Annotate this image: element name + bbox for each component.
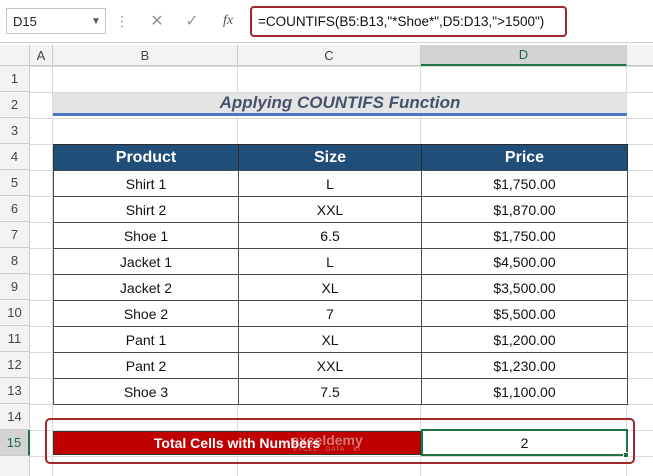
- column-header: [627, 45, 653, 66]
- table-header: Product: [53, 144, 239, 171]
- corner: [0, 45, 30, 66]
- column-header[interactable]: A: [30, 45, 53, 66]
- table-cell[interactable]: Jacket 2: [53, 274, 239, 301]
- column-header[interactable]: D: [421, 45, 627, 66]
- table-cell[interactable]: $5,500.00: [421, 300, 628, 327]
- table-cell[interactable]: $3,500.00: [421, 274, 628, 301]
- column-header[interactable]: B: [53, 45, 238, 66]
- row-header[interactable]: 9: [0, 274, 30, 300]
- name-box-text: D15: [13, 13, 37, 29]
- summary-value[interactable]: 2: [421, 429, 628, 456]
- fill-handle: [623, 452, 629, 458]
- table-cell[interactable]: XL: [238, 274, 422, 301]
- enter-icon[interactable]: ✓: [185, 13, 199, 30]
- fx-button[interactable]: fx: [222, 13, 234, 28]
- table-cell[interactable]: Pant 1: [53, 326, 239, 353]
- row-header[interactable]: 2: [0, 92, 30, 118]
- table-cell[interactable]: $1,100.00: [421, 378, 628, 405]
- row-header[interactable]: 7: [0, 222, 30, 248]
- table-header: Price: [421, 144, 628, 171]
- grid-line: [30, 118, 653, 119]
- grid-line: [52, 66, 53, 476]
- table-cell[interactable]: 6.5: [238, 222, 422, 249]
- table-cell[interactable]: Shoe 1: [53, 222, 239, 249]
- table-cell[interactable]: XL: [238, 326, 422, 353]
- row-header[interactable]: 15: [0, 430, 30, 456]
- table-cell[interactable]: $1,200.00: [421, 326, 628, 353]
- row-header[interactable]: 1: [0, 66, 30, 92]
- table-cell[interactable]: XXL: [238, 196, 422, 223]
- table-cell[interactable]: XXL: [238, 352, 422, 379]
- table-cell[interactable]: L: [238, 248, 422, 275]
- table-cell[interactable]: Shirt 1: [53, 170, 239, 197]
- cancel-icon[interactable]: ✕: [150, 13, 164, 30]
- table-cell[interactable]: Jacket 1: [53, 248, 239, 275]
- row-header[interactable]: 10: [0, 300, 30, 326]
- row-header[interactable]: 4: [0, 144, 30, 170]
- row-header[interactable]: 8: [0, 248, 30, 274]
- name-box[interactable]: D15: [6, 8, 106, 34]
- row-header: [0, 456, 30, 476]
- table-cell[interactable]: Pant 2: [53, 352, 239, 379]
- grid-line: [30, 430, 653, 431]
- table-cell[interactable]: $1,870.00: [421, 196, 628, 223]
- table-cell[interactable]: Shoe 3: [53, 378, 239, 405]
- grid-line: [30, 456, 653, 457]
- table-cell[interactable]: 7: [238, 300, 422, 327]
- row-header[interactable]: 12: [0, 352, 30, 378]
- row-header[interactable]: 5: [0, 170, 30, 196]
- formula-input[interactable]: =COUNTIFS(B5:B13,"*Shoe*",D5:D13,">1500"…: [250, 6, 567, 37]
- row-header[interactable]: 11: [0, 326, 30, 352]
- grid-line: [30, 66, 653, 67]
- row-header[interactable]: 13: [0, 378, 30, 404]
- table-cell[interactable]: $4,500.00: [421, 248, 628, 275]
- table-cell[interactable]: $1,750.00: [421, 222, 628, 249]
- column-header[interactable]: C: [238, 45, 421, 66]
- row-header[interactable]: 3: [0, 118, 30, 144]
- table-cell[interactable]: 7.5: [238, 378, 422, 405]
- row-header[interactable]: 6: [0, 196, 30, 222]
- table-cell[interactable]: Shirt 2: [53, 196, 239, 223]
- table-cell[interactable]: $1,750.00: [421, 170, 628, 197]
- table-cell[interactable]: L: [238, 170, 422, 197]
- table-header: Size: [238, 144, 422, 171]
- grip: ⋮: [115, 12, 129, 29]
- grid-line: [30, 92, 653, 93]
- summary-label[interactable]: Total Cells with Numbers: [53, 431, 421, 455]
- table-cell[interactable]: $1,230.00: [421, 352, 628, 379]
- table-cell[interactable]: Shoe 2: [53, 300, 239, 327]
- title-cell: Applying COUNTIFS Function: [53, 93, 627, 116]
- dropdown-arrow[interactable]: ▼: [91, 15, 101, 27]
- row-header[interactable]: 14: [0, 404, 30, 430]
